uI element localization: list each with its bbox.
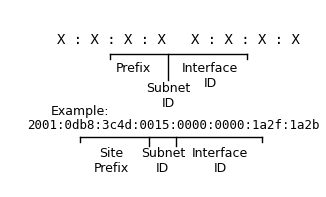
Text: Subnet
ID: Subnet ID: [141, 147, 185, 175]
Text: 2001:0db8:3c4d:0015:0000:0000:1a2f:1a2b: 2001:0db8:3c4d:0015:0000:0000:1a2f:1a2b: [27, 119, 319, 132]
Text: X : X : X : X   X : X : X : X: X : X : X : X X : X : X : X: [57, 33, 300, 46]
Text: Interface
ID: Interface ID: [192, 147, 248, 175]
Text: Example:: Example:: [51, 105, 109, 118]
Text: Site
Prefix: Site Prefix: [94, 147, 129, 175]
Text: Subnet
ID: Subnet ID: [146, 82, 190, 110]
Text: Prefix: Prefix: [115, 62, 151, 75]
Text: Interface
ID: Interface ID: [182, 62, 238, 90]
